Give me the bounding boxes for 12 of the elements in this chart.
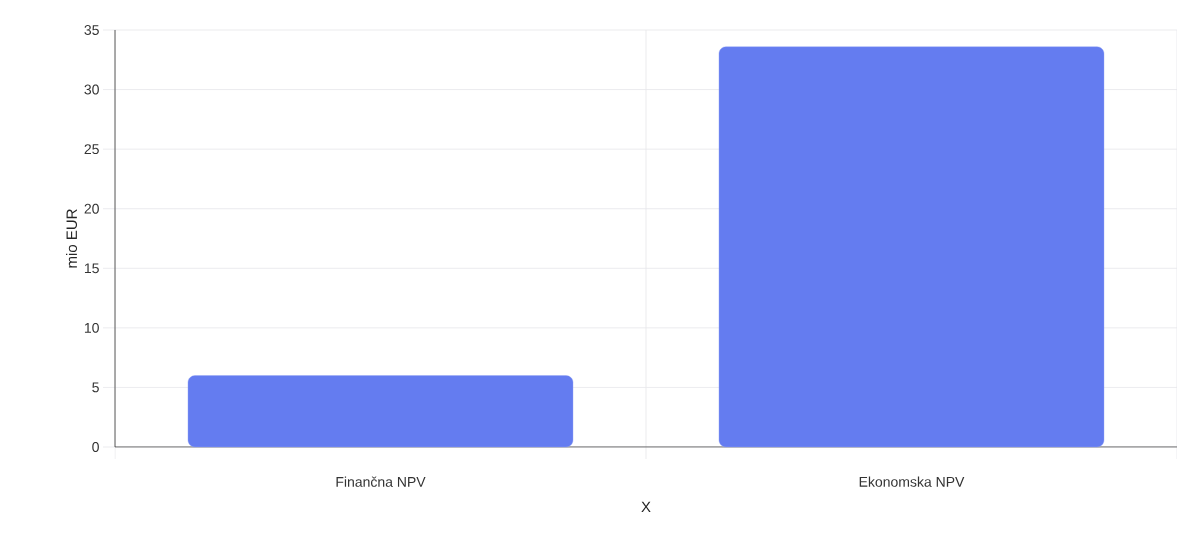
y-tick-label: 10: [84, 322, 99, 333]
x-tick-label: Finančna NPV: [336, 476, 426, 487]
x-axis-title: X: [641, 501, 651, 513]
y-tick-label: 0: [92, 442, 99, 452]
y-tick-label: 35: [84, 25, 99, 35]
y-tick-label: 5: [92, 382, 99, 393]
y-axis-title: mio EUR: [66, 209, 78, 268]
y-tick-label: 15: [84, 263, 99, 274]
x-tick-label: Ekonomska NPV: [859, 476, 965, 487]
y-tick-label: 20: [84, 203, 99, 214]
y-tick-label: 30: [84, 84, 99, 95]
y-tick-label: 25: [84, 144, 99, 155]
